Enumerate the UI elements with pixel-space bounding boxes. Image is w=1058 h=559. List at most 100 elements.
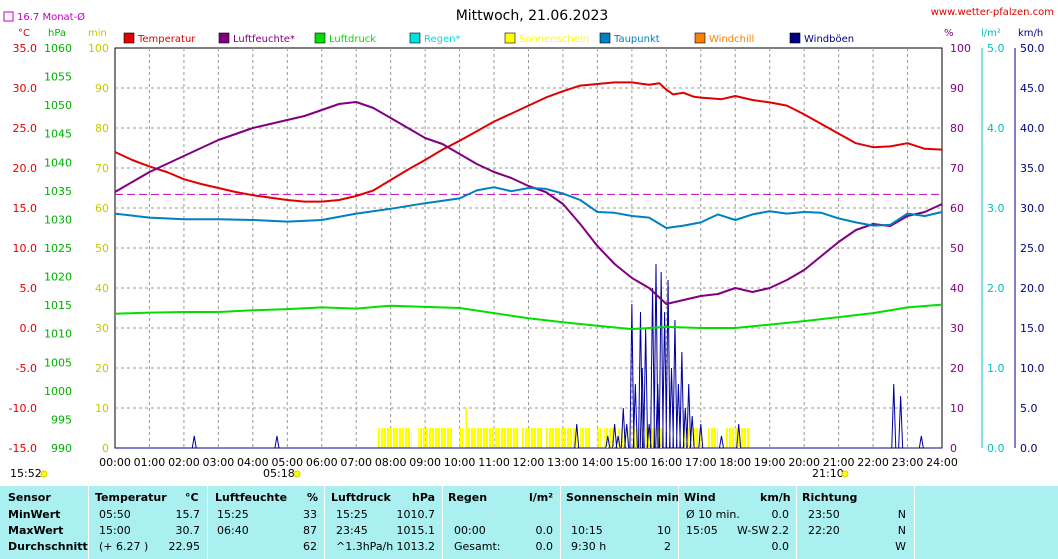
temp-time: 15:00 [99, 524, 131, 537]
rain-tick-label: 5.0 [987, 42, 1005, 55]
sun-tick-label: 0 [102, 442, 109, 455]
temp-tick-label: 30.0 [13, 82, 38, 95]
x-tick-label: 21:00 [823, 456, 855, 469]
pressure-time: ^1.3hPa/h [336, 540, 394, 553]
pressure-tick-label: 995 [51, 413, 72, 426]
temp-value: 30.7 [175, 524, 201, 537]
x-tick-label: 15:00 [616, 456, 648, 469]
temp-tick-label: -15.0 [9, 442, 37, 455]
x-tick-label: 04:00 [237, 456, 269, 469]
stats-separator [324, 486, 325, 559]
stats-separator [914, 486, 915, 559]
header-temp-unit: °C [185, 491, 199, 504]
temp-tick-label: 5.0 [20, 282, 38, 295]
pressure-tick-label: 1040 [44, 156, 72, 169]
stats-row: Durchschnitt (+ 6.27 ) 22.95 62 ^1.3hPa/h 101… [0, 540, 1058, 556]
sunshine-bar [683, 428, 701, 448]
humidity-value: 87 [303, 524, 317, 537]
series-line-taupunkt [114, 186, 943, 229]
humidity-time: 15:25 [217, 508, 249, 521]
wind-value: 0.0 [771, 508, 790, 521]
x-tick-label: 19:00 [754, 456, 786, 469]
wind-tick-label: 50.0 [1020, 42, 1045, 55]
x-tick-label: 08:00 [375, 456, 407, 469]
sunshine-bar [418, 428, 453, 448]
legend-swatch [599, 32, 611, 44]
sunset-icon [841, 470, 849, 478]
header-luftfeuchte: Luftfeuchte [215, 491, 288, 504]
x-tick-label: 13:00 [547, 456, 579, 469]
pressure-tick-label: 1055 [44, 71, 72, 84]
header-sonne: Sonnenschein min [566, 491, 680, 504]
sunset-label: 21:10 [812, 467, 844, 480]
direction-value: N [897, 508, 906, 521]
humidity-time: 06:40 [217, 524, 249, 537]
header-richtung: Richtung [802, 491, 858, 504]
x-tick-label: 00:00 [99, 456, 131, 469]
wind-direction: W-SW [737, 524, 770, 537]
pressure-value: 1015.1 [396, 524, 436, 537]
temp-tick-label: -5.0 [16, 362, 37, 375]
rain-value: 0.0 [535, 540, 554, 553]
sunshine-bar [466, 428, 519, 448]
humidity-tick-label: 40 [950, 282, 964, 295]
header-wind: Wind [684, 491, 716, 504]
temp-tick-label: 25.0 [13, 122, 38, 135]
site-label[interactable]: www.wetter-pfalzen.com [931, 7, 1054, 18]
sun-time: 10:15 [571, 524, 603, 537]
sun-tick-label: 60 [95, 202, 109, 215]
legend-label: Windböen [804, 34, 854, 45]
sunshine-bar [707, 428, 719, 448]
wind-time: Ø 10 min. [686, 508, 740, 521]
header-sensor: Sensor [8, 491, 51, 504]
temp-value: 15.7 [175, 508, 201, 521]
humidity-tick-label: 50 [950, 242, 964, 255]
monthly-avg-icon [3, 11, 14, 22]
legend-swatch [218, 32, 230, 44]
temp-time: 05:50 [99, 508, 131, 521]
sunshine-bar [376, 428, 412, 448]
chart-title: Mittwoch, 21.06.2023 [456, 8, 609, 24]
direction-value: W [895, 540, 906, 553]
sunshine-bar [618, 428, 629, 448]
legend-label: Temperatur [137, 34, 196, 45]
sun-value: 10 [657, 524, 671, 537]
temp-value: 22.95 [168, 540, 201, 553]
pressure-tick-label: 1010 [44, 328, 72, 341]
temp-tick-label: -10.0 [9, 402, 37, 415]
temp-tick-label: 35.0 [13, 42, 38, 55]
plot-area [114, 81, 943, 449]
grid [114, 47, 943, 449]
legend-swatch [314, 32, 326, 44]
x-tick-label: 23:00 [892, 456, 924, 469]
humidity-tick-label: 0 [950, 442, 957, 455]
wind-unit: km/h [1018, 28, 1043, 39]
x-tick-label: 09:00 [409, 456, 441, 469]
header-hum-unit: % [307, 491, 319, 504]
rain-time: 00:00 [454, 524, 486, 537]
sunshine-bar [521, 428, 543, 448]
pressure-tick-label: 1050 [44, 99, 72, 112]
series-line-luftfeuchte [114, 101, 943, 305]
wind-tick-label: 35.0 [1020, 162, 1045, 175]
axes: 35.0 30.0 25.0 20.0 15.0 10.0 5.0 0.0 -5.0 -10.0 -… [9, 42, 1045, 469]
sunrise-icon [293, 470, 301, 478]
rain-tick-label: 0.0 [987, 442, 1005, 455]
sunrise-label: 05:18 [263, 467, 295, 480]
temp-tick-label: 10.0 [13, 242, 38, 255]
sun-time: 9:30 h [571, 540, 607, 553]
wind-tick-label: 25.0 [1020, 242, 1045, 255]
header-regen: Regen [448, 491, 488, 504]
header-wind-unit: km/h [760, 491, 791, 504]
direction-time: 22:20 [808, 524, 840, 537]
wind-value: 0.0 [771, 540, 790, 553]
legend-swatch [123, 32, 135, 44]
sun-tick-label: 70 [95, 162, 109, 175]
sun-tick-label: 10 [95, 402, 109, 415]
x-tick-label: 10:00 [444, 456, 476, 469]
pressure-tick-label: 1035 [44, 185, 72, 198]
monthly-avg-label: 16.7 Monat-Ø [17, 11, 85, 23]
temp-time: (+ 6.27 ) [99, 540, 149, 553]
x-tick-label: 16:00 [650, 456, 682, 469]
stats-separator [796, 486, 797, 559]
